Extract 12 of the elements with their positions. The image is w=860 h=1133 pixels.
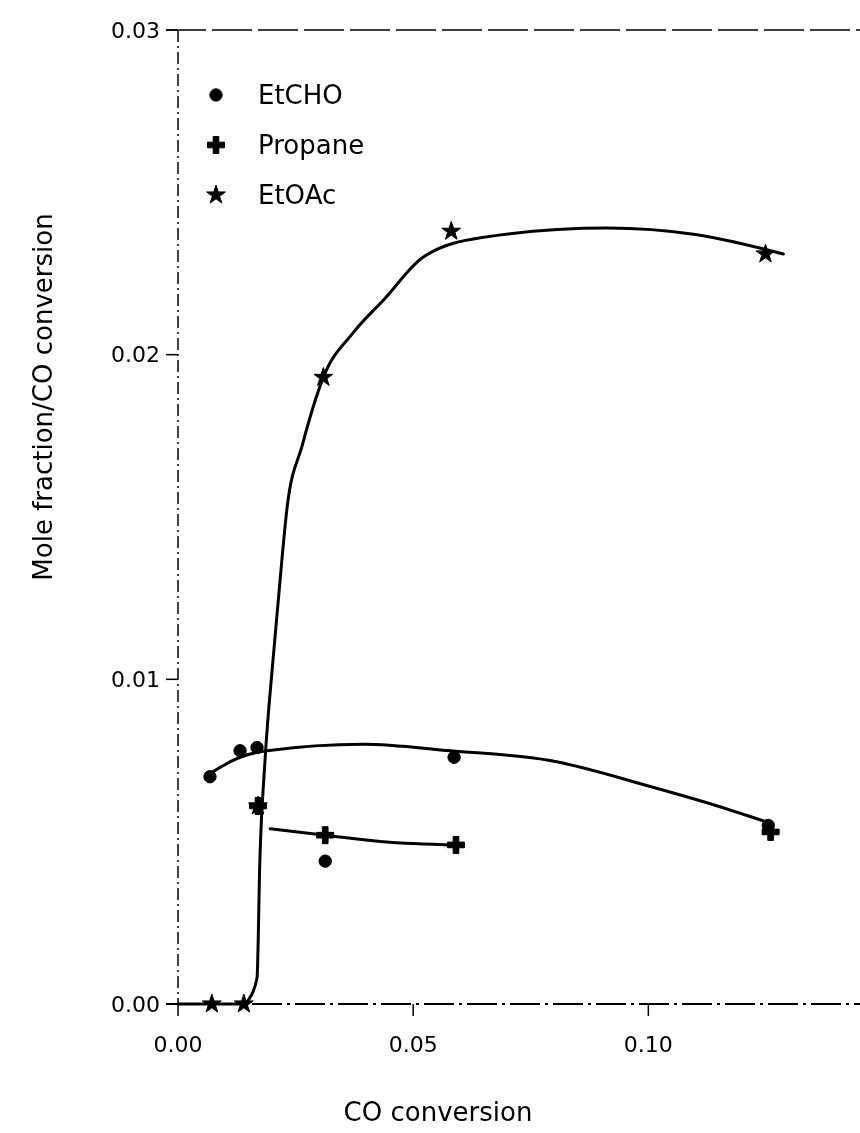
y-tick-label: 0.01 — [111, 667, 160, 693]
y-axis-title: Mole fraction/CO conversion — [28, 213, 58, 581]
legend-label: EtCHO — [258, 80, 343, 111]
x-tick-label: 0.10 — [623, 1032, 673, 1057]
y-tick-label: 0.02 — [111, 342, 160, 368]
x-tick-label: 0.05 — [388, 1032, 438, 1057]
legend-label: Propane — [258, 130, 365, 161]
y-tick-label: 0.00 — [111, 991, 160, 1017]
y-tick-label: 0.03 — [111, 17, 160, 43]
x-tick-label: 0.00 — [153, 1032, 203, 1057]
legend-label: EtOAc — [258, 180, 337, 211]
x-axis-title: CO conversion — [343, 1097, 533, 1127]
